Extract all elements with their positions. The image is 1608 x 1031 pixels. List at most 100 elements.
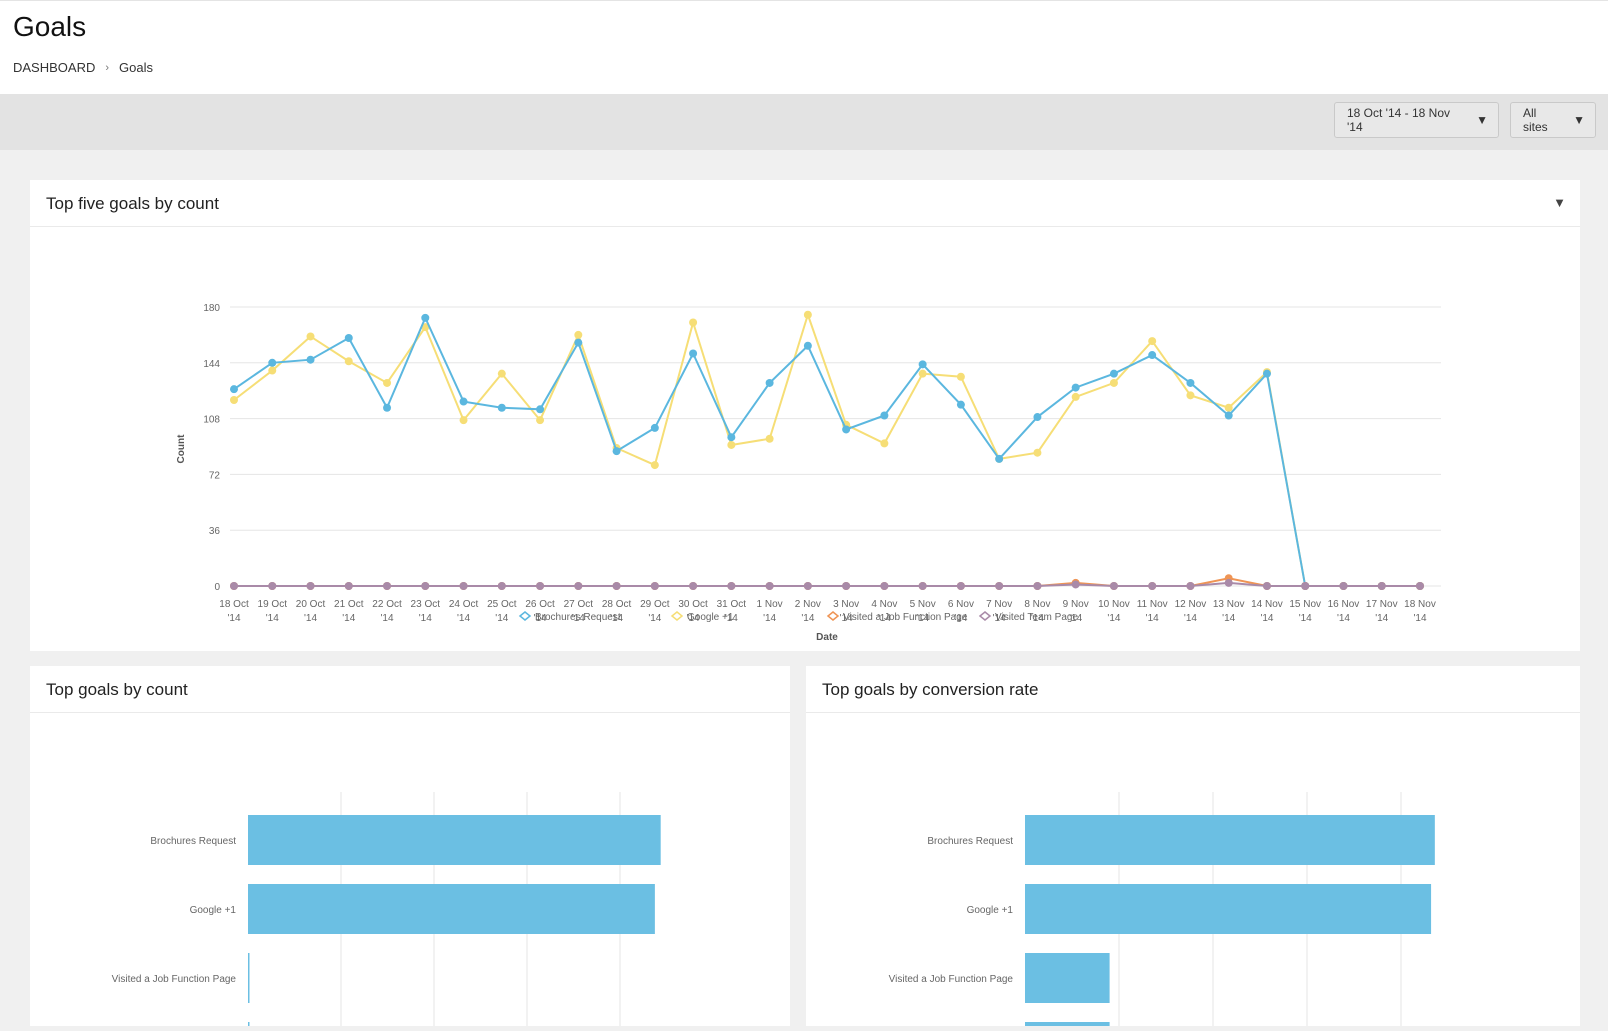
legend-item[interactable]: Visited a Job Function Page xyxy=(826,611,968,623)
data-point[interactable] xyxy=(1224,411,1233,420)
data-point[interactable] xyxy=(459,582,468,590)
data-point[interactable] xyxy=(1148,582,1157,590)
data-point[interactable] xyxy=(344,334,353,342)
data-point[interactable] xyxy=(536,416,545,425)
date-range-dropdown[interactable]: 18 Oct '14 - 18 Nov '14 ▼ xyxy=(1334,102,1499,138)
data-point[interactable] xyxy=(995,454,1004,463)
legend-item[interactable]: Visited Team Page xyxy=(978,611,1078,623)
data-point[interactable] xyxy=(1071,383,1080,392)
breadcrumb-dashboard-link[interactable]: DASHBOARD xyxy=(13,60,96,75)
data-point[interactable] xyxy=(918,582,927,590)
bar[interactable] xyxy=(248,884,655,934)
data-point[interactable] xyxy=(918,369,927,378)
data-point[interactable] xyxy=(1071,580,1080,589)
data-point[interactable] xyxy=(765,582,774,590)
data-point[interactable] xyxy=(344,582,353,590)
data-point[interactable] xyxy=(880,411,889,420)
data-point[interactable] xyxy=(803,310,812,319)
data-point[interactable] xyxy=(1148,351,1157,360)
data-point[interactable] xyxy=(880,439,889,448)
data-point[interactable] xyxy=(421,313,430,322)
data-point[interactable] xyxy=(383,582,392,590)
data-point[interactable] xyxy=(650,582,659,590)
data-point[interactable] xyxy=(383,403,392,412)
data-point[interactable] xyxy=(497,582,506,590)
data-point[interactable] xyxy=(574,338,583,347)
bar[interactable] xyxy=(248,1022,250,1031)
data-point[interactable] xyxy=(650,423,659,432)
data-point[interactable] xyxy=(1071,392,1080,401)
data-point[interactable] xyxy=(459,397,468,406)
data-point[interactable] xyxy=(765,378,774,387)
bar[interactable] xyxy=(1025,884,1432,934)
data-point[interactable] xyxy=(918,360,927,369)
data-point[interactable] xyxy=(230,582,238,590)
data-point[interactable] xyxy=(842,425,851,434)
data-point[interactable] xyxy=(1186,378,1195,387)
data-point[interactable] xyxy=(689,349,698,358)
data-point[interactable] xyxy=(650,461,659,470)
data-point[interactable] xyxy=(1109,369,1118,378)
data-point[interactable] xyxy=(1148,337,1157,346)
data-point[interactable] xyxy=(880,582,889,590)
data-point[interactable] xyxy=(536,405,545,414)
bar[interactable] xyxy=(1025,953,1110,1003)
bar[interactable] xyxy=(1025,815,1435,865)
data-point[interactable] xyxy=(421,323,430,332)
data-point[interactable] xyxy=(306,582,315,590)
data-point[interactable] xyxy=(1416,582,1424,590)
data-point[interactable] xyxy=(383,378,392,387)
data-point[interactable] xyxy=(421,582,430,590)
data-point[interactable] xyxy=(306,332,315,341)
data-point[interactable] xyxy=(306,355,315,364)
legend-item[interactable]: Brochures Request xyxy=(518,611,621,623)
data-point[interactable] xyxy=(727,582,736,590)
data-point[interactable] xyxy=(574,582,583,590)
data-point[interactable] xyxy=(1224,403,1233,412)
data-point[interactable] xyxy=(956,372,965,381)
bar[interactable] xyxy=(1025,1022,1110,1031)
data-point[interactable] xyxy=(956,400,965,409)
data-point[interactable] xyxy=(1033,448,1042,457)
data-point[interactable] xyxy=(727,440,736,449)
legend-item[interactable]: Google +1 xyxy=(670,611,734,623)
data-point[interactable] xyxy=(1262,369,1271,378)
data-point[interactable] xyxy=(497,369,506,378)
data-point[interactable] xyxy=(268,358,277,367)
data-point[interactable] xyxy=(1033,582,1042,590)
data-point[interactable] xyxy=(1109,582,1118,590)
data-point[interactable] xyxy=(1377,582,1386,590)
data-point[interactable] xyxy=(1033,413,1042,422)
data-point[interactable] xyxy=(1301,582,1310,590)
bar[interactable] xyxy=(248,815,661,865)
data-point[interactable] xyxy=(1186,582,1195,590)
data-point[interactable] xyxy=(689,582,698,590)
data-point[interactable] xyxy=(459,416,468,425)
data-point[interactable] xyxy=(344,357,353,366)
collapse-toggle-icon[interactable]: ▼ xyxy=(1553,195,1566,210)
data-point[interactable] xyxy=(689,318,698,327)
data-point[interactable] xyxy=(536,582,545,590)
site-filter-dropdown[interactable]: All sites ▼ xyxy=(1510,102,1596,138)
data-point[interactable] xyxy=(803,582,812,590)
data-point[interactable] xyxy=(268,366,277,375)
data-point[interactable] xyxy=(1186,391,1195,400)
data-point[interactable] xyxy=(612,582,621,590)
data-point[interactable] xyxy=(1109,378,1118,387)
data-point[interactable] xyxy=(995,582,1004,590)
data-point[interactable] xyxy=(842,582,851,590)
data-point[interactable] xyxy=(574,330,583,339)
data-point[interactable] xyxy=(612,447,621,456)
data-point[interactable] xyxy=(230,396,238,404)
bar[interactable] xyxy=(248,953,250,1003)
data-point[interactable] xyxy=(230,385,238,394)
data-point[interactable] xyxy=(803,341,812,350)
data-point[interactable] xyxy=(1262,582,1271,590)
data-point[interactable] xyxy=(1224,578,1233,587)
data-point[interactable] xyxy=(1339,582,1348,590)
data-point[interactable] xyxy=(956,582,965,590)
data-point[interactable] xyxy=(497,403,506,412)
data-point[interactable] xyxy=(765,434,774,443)
data-point[interactable] xyxy=(268,582,277,590)
data-point[interactable] xyxy=(727,433,736,442)
